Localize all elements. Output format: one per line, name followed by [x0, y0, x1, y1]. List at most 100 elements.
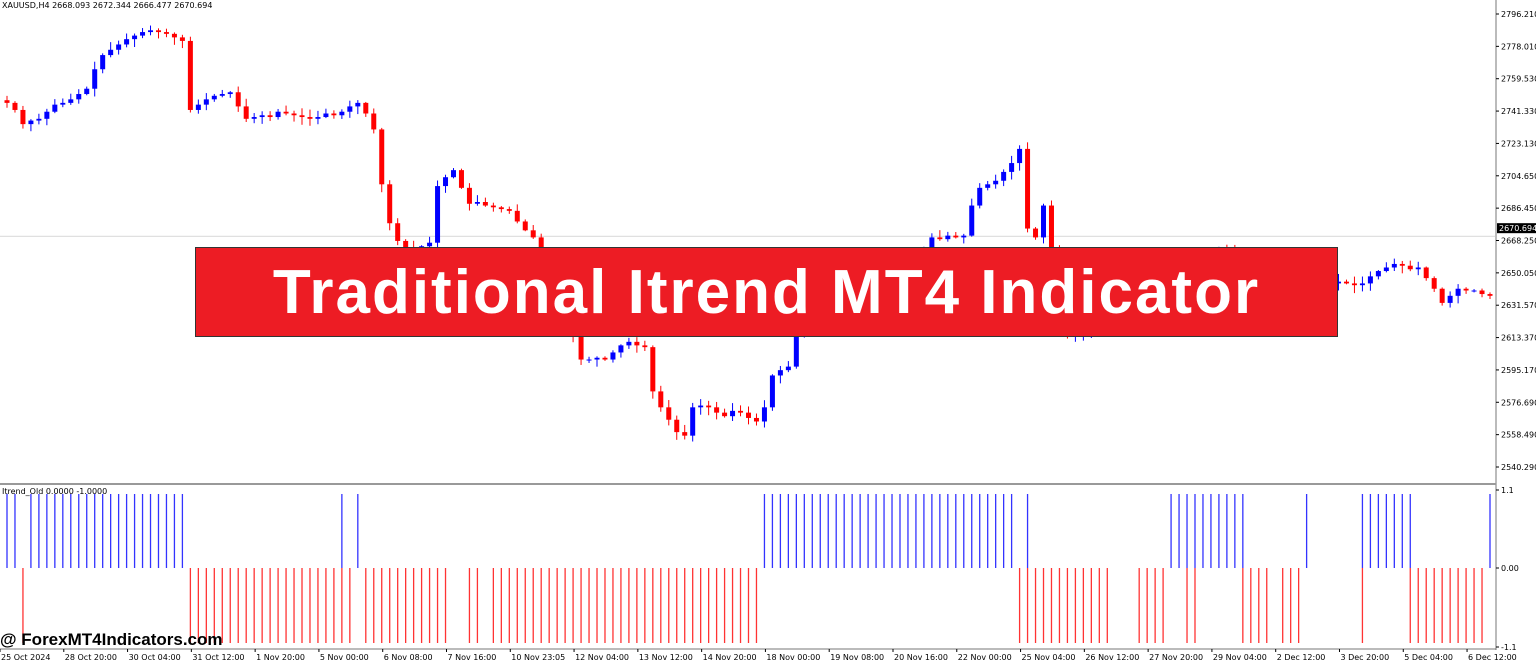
bear-candle — [682, 432, 688, 436]
time-tick-label: 6 Nov 08:00 — [384, 653, 433, 662]
bear-candle — [1048, 205, 1054, 249]
price-tick-label: 2650.050 — [1501, 269, 1536, 278]
bull-candle — [929, 237, 935, 249]
time-tick-label: 27 Nov 20:00 — [1149, 653, 1203, 662]
bear-candle — [363, 102, 369, 114]
time-tick-label: 25 Oct 2024 — [1, 653, 50, 662]
time-tick-label: 22 Nov 00:00 — [958, 653, 1012, 662]
bull-candle — [945, 235, 951, 240]
bear-candle — [1423, 267, 1429, 279]
price-tick-label: 2540.290 — [1501, 463, 1536, 472]
bear-candle — [466, 187, 472, 204]
time-tick-label: 7 Nov 16:00 — [447, 653, 496, 662]
bull-candle — [1471, 290, 1477, 292]
bull-candle — [969, 205, 975, 236]
bear-candle — [530, 230, 536, 238]
bear-candle — [20, 109, 26, 125]
bull-candle — [474, 202, 480, 204]
bull-candle — [148, 30, 154, 33]
bull-candle — [586, 359, 592, 361]
bull-candle — [777, 370, 783, 376]
price-tick-label: 2778.010 — [1501, 42, 1536, 51]
bull-candle — [1415, 267, 1421, 270]
bear-candle — [538, 237, 544, 256]
bear-candle — [331, 113, 337, 116]
price-tick-label: 2576.690 — [1501, 398, 1536, 407]
bear-candle — [937, 237, 943, 240]
bull-candle — [1447, 295, 1453, 303]
bull-candle — [124, 39, 130, 45]
bear-candle — [746, 412, 751, 418]
bear-candle — [1343, 281, 1349, 284]
bull-candle — [610, 352, 616, 360]
price-tick-label: 2759.530 — [1501, 75, 1536, 84]
bear-candle — [602, 357, 608, 360]
bull-candle — [36, 118, 42, 121]
bull-candle — [594, 357, 600, 360]
time-tick-label: 29 Nov 04:00 — [1213, 653, 1267, 662]
symbol-info: XAUUSD,H4 2668.093 2672.344 2666.477 267… — [2, 1, 213, 10]
time-tick-label: 14 Nov 20:00 — [703, 653, 757, 662]
bear-candle — [371, 113, 377, 130]
price-tick-label: 2704.650 — [1501, 172, 1536, 181]
bull-candle — [793, 332, 799, 367]
bear-candle — [738, 410, 744, 413]
bear-candle — [387, 184, 393, 224]
bull-candle — [211, 95, 217, 100]
bull-candle — [1009, 163, 1015, 172]
bull-candle — [769, 375, 775, 408]
bull-candle — [1359, 283, 1365, 286]
time-tick-label: 6 Dec 12:00 — [1468, 653, 1517, 662]
bear-candle — [490, 205, 496, 208]
bull-candle — [219, 94, 225, 96]
bull-candle — [68, 99, 74, 103]
bull-candle — [355, 102, 361, 107]
bear-candle — [1399, 263, 1405, 266]
time-tick-label: 3 Dec 20:00 — [1340, 653, 1389, 662]
price-tick-label: 2631.570 — [1501, 301, 1536, 310]
bear-candle — [379, 129, 385, 185]
time-tick-label: 31 Oct 12:00 — [192, 653, 244, 662]
time-tick-label: 2 Dec 12:00 — [1277, 653, 1326, 662]
bull-candle — [259, 115, 265, 118]
bear-candle — [578, 334, 584, 360]
bear-candle — [1407, 265, 1413, 270]
bear-candle — [243, 106, 249, 119]
bear-candle — [714, 407, 720, 413]
bull-candle — [1017, 148, 1023, 164]
bull-candle — [993, 180, 999, 185]
bear-candle — [674, 419, 680, 433]
bull-candle — [626, 341, 632, 346]
bull-candle — [315, 117, 321, 119]
bear-candle — [706, 405, 712, 408]
bull-candle — [132, 35, 138, 40]
price-tick-label: 2723.130 — [1501, 139, 1536, 148]
bear-candle — [171, 33, 177, 38]
bull-candle — [195, 104, 201, 110]
bear-candle — [12, 102, 18, 110]
indicator-tick-label: 1.1 — [1501, 486, 1514, 495]
bull-candle — [275, 111, 281, 118]
bull-candle — [1336, 281, 1342, 284]
bear-candle — [666, 407, 672, 420]
bull-candle — [76, 94, 82, 100]
bear-candle — [650, 347, 656, 392]
bull-candle — [961, 235, 967, 238]
bull-candle — [339, 111, 345, 116]
bear-candle — [1487, 294, 1493, 296]
price-tick-label: 2558.490 — [1501, 431, 1536, 440]
bull-candle — [140, 32, 146, 36]
bull-candle — [1001, 171, 1007, 181]
bear-candle — [1431, 278, 1437, 289]
bear-candle — [514, 210, 520, 222]
bull-candle — [1367, 276, 1373, 284]
bear-candle — [498, 207, 504, 210]
banner-title: Traditional Itrend MT4 Indicator — [272, 257, 1261, 327]
bull-candle — [116, 44, 122, 50]
bear-candle — [395, 223, 401, 241]
bear-candle — [506, 209, 512, 211]
price-tick-label: 2686.450 — [1501, 204, 1536, 213]
bull-candle — [1383, 267, 1389, 272]
price-tick-label: 2668.250 — [1501, 237, 1536, 246]
bull-candle — [1375, 271, 1381, 277]
